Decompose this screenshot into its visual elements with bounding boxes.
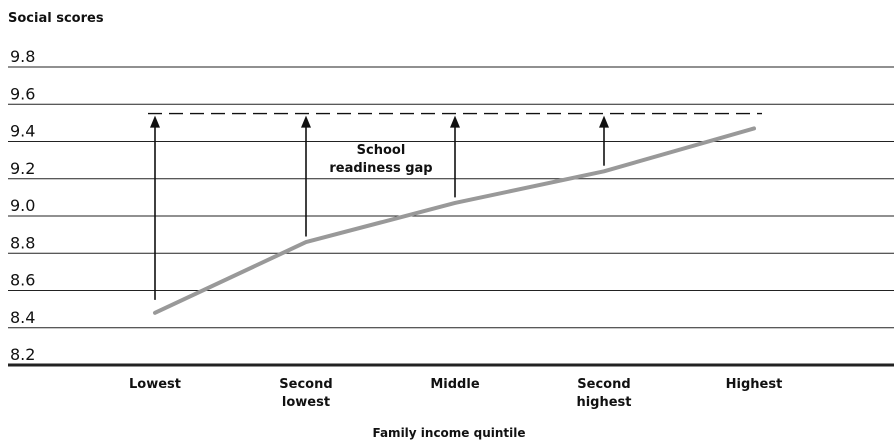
x-tick-label: Lowest <box>129 377 181 392</box>
y-tick-label: 9.6 <box>10 84 35 103</box>
gap-arrow-head <box>450 115 460 128</box>
y-tick-labels: 9.8 9.6 9.4 9.2 9.0 8.8 8.6 8.4 8.2 <box>10 47 35 364</box>
x-tick-label: Middle <box>430 377 479 392</box>
y-tick-label: 9.8 <box>10 47 35 66</box>
y-tick-label: 9.4 <box>10 122 35 141</box>
y-tick-label: 8.2 <box>10 345 35 364</box>
x-tick-label: lowest <box>282 395 330 410</box>
y-tick-label: 9.0 <box>10 196 35 215</box>
annotation-text: readiness gap <box>329 161 432 176</box>
y-tick-label: 8.4 <box>10 308 35 327</box>
x-tick-label: Second <box>577 377 630 392</box>
x-tick-label: Second <box>279 377 332 392</box>
annotation-text: School <box>357 143 406 158</box>
gap-arrows <box>150 115 609 300</box>
y-tick-label: 8.8 <box>10 233 35 252</box>
gap-arrow-head <box>599 115 609 128</box>
x-axis-label: Family income quintile <box>372 426 525 440</box>
series-group <box>153 126 756 315</box>
x-tick-labels: Lowest Second lowest Middle Second highest Hig… <box>129 377 782 410</box>
x-tick-label: highest <box>576 395 631 410</box>
x-tick-label: Highest <box>726 377 783 392</box>
school-readiness-gap-annotation: School readiness gap <box>329 143 432 176</box>
y-tick-label: 8.6 <box>10 271 35 290</box>
gap-arrow-head <box>150 115 160 128</box>
gridlines <box>8 66 894 367</box>
y-axis-label: Social scores <box>8 11 104 26</box>
y-tick-label: 9.2 <box>10 159 35 178</box>
gap-arrow-head <box>301 115 311 128</box>
